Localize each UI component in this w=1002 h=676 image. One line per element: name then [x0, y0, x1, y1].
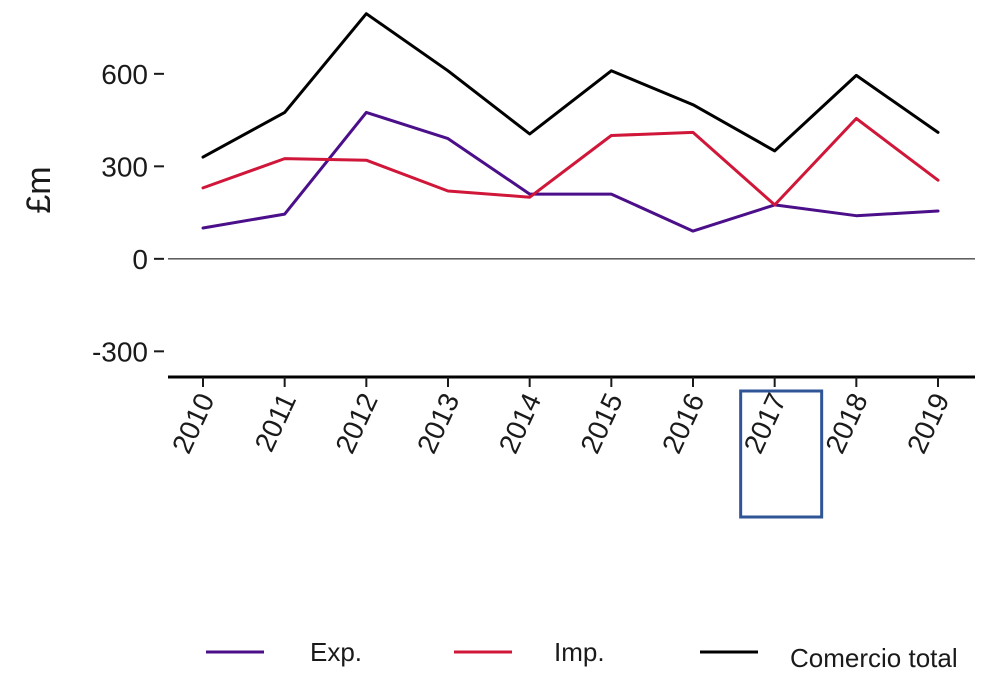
y-tick-label: 300: [101, 151, 148, 182]
x-tick-label: 2017: [738, 388, 792, 458]
series-line: [201, 12, 940, 159]
y-axis-title: £m: [20, 166, 58, 213]
legend-label: Comercio total: [790, 643, 958, 673]
series-line: [201, 110, 940, 233]
highlight-box: [739, 389, 824, 519]
x-tick-label: 2015: [574, 388, 628, 458]
x-tick-label: 2012: [329, 388, 383, 458]
y-axis-title-group: £m: [20, 166, 58, 213]
x-tick-label: 2010: [166, 388, 220, 458]
y-tick-label: 0: [132, 244, 148, 275]
y-axis: -300 0 300 600: [92, 59, 975, 367]
x-tick-label: 2013: [411, 388, 465, 458]
y-tick-label: 600: [101, 59, 148, 90]
x-tick-label: 2014: [493, 388, 547, 458]
legend-label: Exp.: [310, 637, 362, 667]
highlight-layer: [739, 389, 824, 519]
series-layer: [201, 12, 940, 233]
x-tick-label: 2011: [249, 388, 303, 456]
legend: Exp. Imp. Comercio total: [206, 637, 958, 673]
x-tick-label: 2019: [901, 388, 955, 458]
x-axis: 2010 2011 2012 2013 2014 2015 2016 2017 2018 2019: [166, 375, 975, 458]
x-tick-label: 2016: [656, 388, 710, 458]
legend-label: Imp.: [554, 637, 605, 667]
series-line: [201, 117, 940, 207]
y-tick-label: -300: [92, 336, 148, 367]
x-tick-label: 2018: [819, 388, 873, 458]
